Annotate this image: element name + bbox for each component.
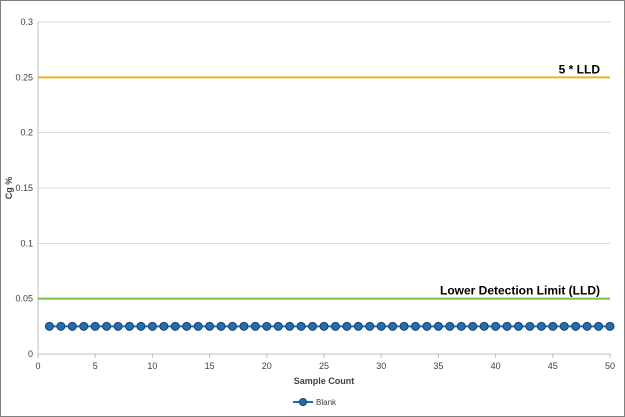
data-point — [445, 321, 455, 331]
data-point — [90, 321, 100, 331]
data-point — [273, 321, 283, 331]
x-tick-label: 45 — [548, 361, 558, 371]
y-tick-label: 0.15 — [15, 183, 33, 193]
x-tick-label: 0 — [35, 361, 40, 371]
x-tick-label: 20 — [262, 361, 272, 371]
data-point — [182, 321, 192, 331]
data-point — [136, 321, 146, 331]
data-point — [44, 321, 54, 331]
x-tick-label: 15 — [205, 361, 215, 371]
data-point — [285, 321, 295, 331]
data-point — [353, 321, 363, 331]
x-tick-label: 10 — [147, 361, 157, 371]
gridlines — [38, 21, 610, 300]
y-tick-label: 0.3 — [20, 17, 33, 27]
reference-lines: 5 * LLD Lower Detection Limit (LLD) — [38, 62, 610, 300]
y-tick-label: 0.25 — [15, 72, 33, 82]
data-point — [513, 321, 523, 331]
data-point — [250, 321, 260, 331]
x-tick-label: 40 — [491, 361, 501, 371]
data-point — [342, 321, 352, 331]
legend: Blank — [293, 398, 337, 407]
legend-label-blank: Blank — [316, 398, 337, 407]
legend-marker-blank — [299, 398, 307, 406]
data-point — [67, 321, 77, 331]
axes — [37, 22, 611, 358]
data-point — [125, 321, 135, 331]
x-tick-label: 5 — [93, 361, 98, 371]
data-point — [113, 321, 123, 331]
data-point — [594, 321, 604, 331]
series-layer — [44, 321, 615, 331]
data-point — [548, 321, 558, 331]
x-tick-label: 30 — [376, 361, 386, 371]
data-point — [456, 321, 466, 331]
reference-label-0: 5 * LLD — [559, 62, 601, 76]
y-tick-label: 0.1 — [20, 238, 33, 248]
data-point — [365, 321, 375, 331]
data-point — [422, 321, 432, 331]
data-point — [491, 321, 501, 331]
data-point — [559, 321, 569, 331]
x-tick-label: 35 — [433, 361, 443, 371]
data-point — [79, 321, 89, 331]
x-tick-label: 25 — [319, 361, 329, 371]
y-tick-label: 0.2 — [20, 128, 33, 138]
y-axis-label: Cg % — [4, 177, 14, 200]
data-point — [388, 321, 398, 331]
data-point — [308, 321, 318, 331]
data-point — [582, 321, 592, 331]
data-point — [147, 321, 157, 331]
data-point — [411, 321, 421, 331]
data-point — [102, 321, 112, 331]
data-point — [205, 321, 215, 331]
data-point — [479, 321, 489, 331]
data-point — [376, 321, 386, 331]
data-point — [399, 321, 409, 331]
y-tick-label: 0.05 — [15, 294, 33, 304]
tick-labels: 0 0.05 0.1 0.15 0.2 0.25 0.3 0 5 10 15 20 25 30 35 40 45… — [15, 17, 615, 371]
data-point — [571, 321, 581, 331]
data-point — [216, 321, 226, 331]
data-point — [330, 321, 340, 331]
data-point — [319, 321, 329, 331]
y-tick-label: 0 — [28, 349, 33, 359]
data-point — [262, 321, 272, 331]
data-point — [56, 321, 66, 331]
data-point — [159, 321, 169, 331]
x-tick-label: 50 — [605, 361, 615, 371]
data-point — [536, 321, 546, 331]
data-point — [525, 321, 535, 331]
data-point — [433, 321, 443, 331]
data-point — [502, 321, 512, 331]
data-point — [468, 321, 478, 331]
data-point — [605, 321, 615, 331]
reference-label-1: Lower Detection Limit (LLD) — [440, 284, 600, 298]
data-point — [170, 321, 180, 331]
data-point — [296, 321, 306, 331]
x-axis-label: Sample Count — [294, 376, 355, 386]
data-point — [193, 321, 203, 331]
data-point — [239, 321, 249, 331]
data-point — [227, 321, 237, 331]
